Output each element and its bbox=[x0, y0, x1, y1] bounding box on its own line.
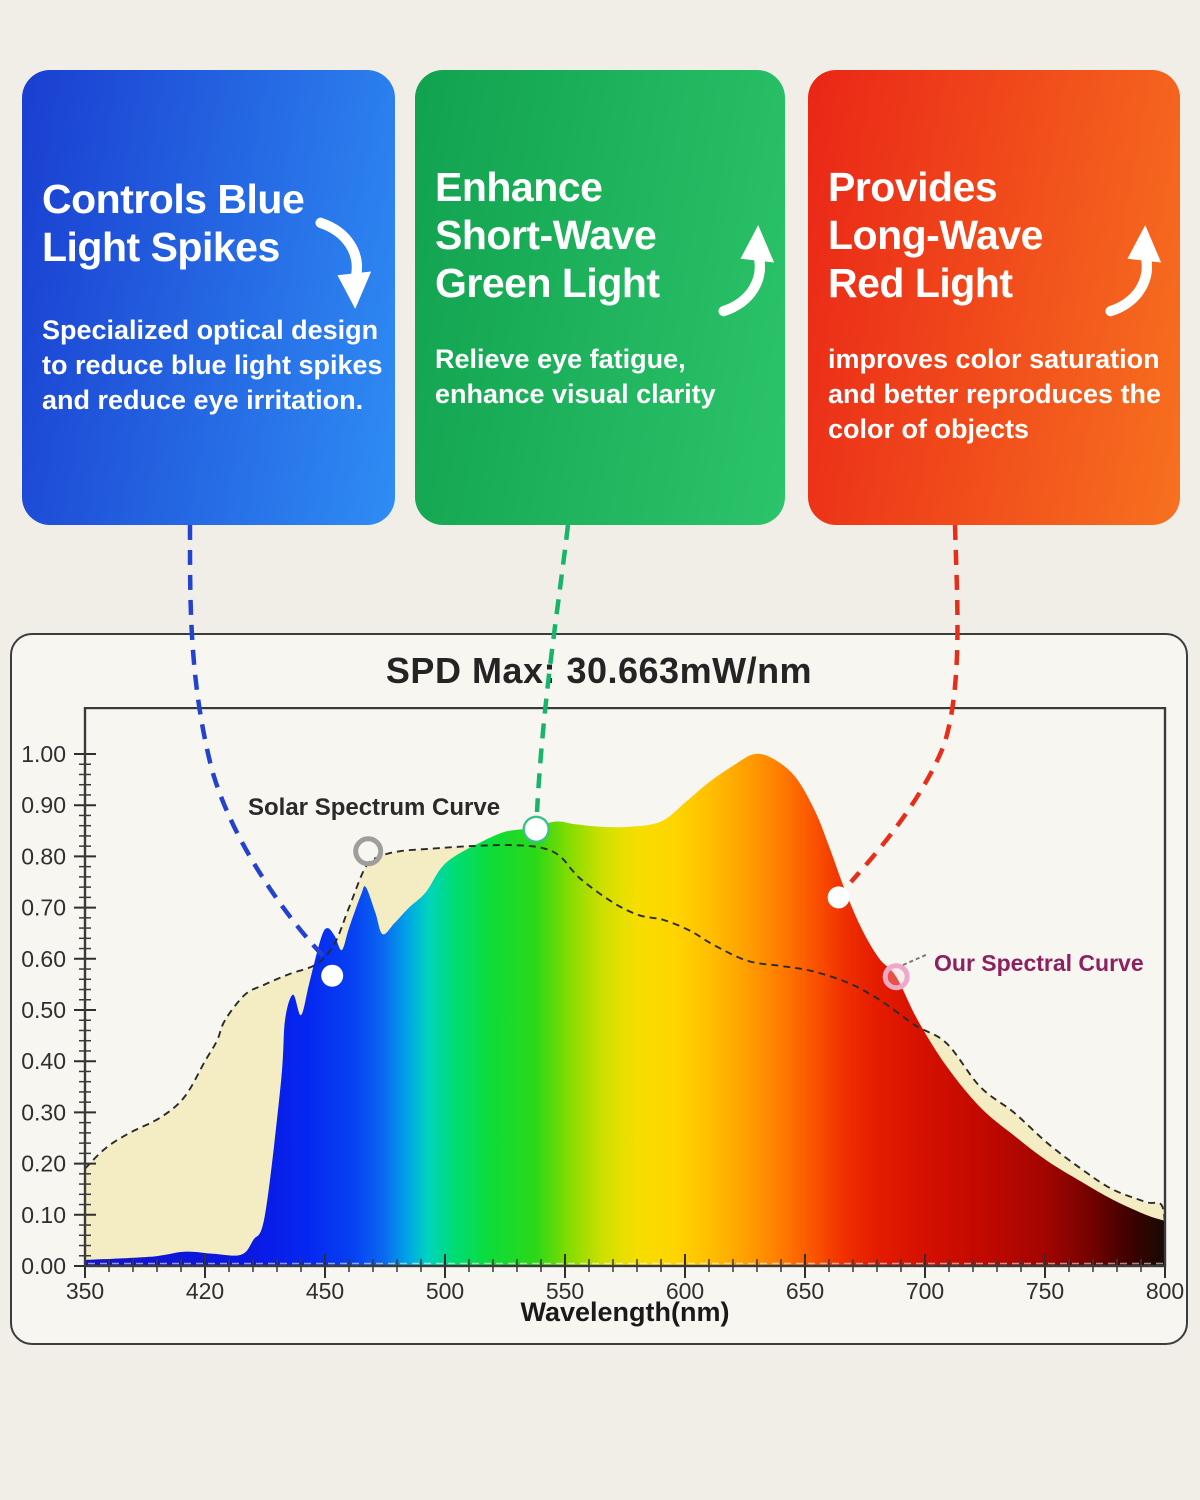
x-tick-label: 800 bbox=[1146, 1278, 1184, 1304]
card-red-title-line3: Red Light bbox=[828, 259, 1013, 306]
up-arrow-icon bbox=[718, 222, 776, 323]
ours-curve-label: Our Spectral Curve bbox=[934, 950, 1144, 976]
green-point bbox=[522, 815, 550, 844]
plot-ticks: 350 420 450 500 550 600 650 700 750 800 0.00 0.10 0.… bbox=[21, 707, 1184, 1304]
solar-spectrum-outline bbox=[84, 844, 1166, 1251]
y-tick-label: 0.70 bbox=[21, 895, 66, 921]
ours-label-connector bbox=[902, 953, 929, 966]
x-tick-label: 700 bbox=[906, 1278, 944, 1304]
y-tick-label: 0.90 bbox=[21, 792, 66, 818]
x-tick-label: 450 bbox=[306, 1278, 344, 1304]
chart-panel: SPD Max: 30.663mW/nm 350 420 450 500 550 600 6… bbox=[10, 633, 1188, 1345]
plot-fills bbox=[84, 753, 1166, 1266]
card-blue-title-line2: Light Spikes bbox=[42, 223, 280, 270]
plot-markers bbox=[321, 815, 910, 991]
up-arrow-icon bbox=[1105, 222, 1163, 323]
solar-curve-label: Solar Spectrum Curve bbox=[248, 794, 500, 821]
card-green-light: Enhance Short-Wave Green Light Relieve e… bbox=[415, 70, 785, 525]
solar-curve-ring bbox=[353, 836, 384, 867]
card-red-title-line1: Provides bbox=[828, 164, 998, 210]
y-tick-label: 0.10 bbox=[21, 1202, 66, 1228]
blue-point bbox=[321, 964, 344, 987]
x-tick-label: 550 bbox=[546, 1278, 584, 1304]
card-green-body: Relieve eye fatigue, enhance visual clar… bbox=[435, 344, 716, 410]
card-blue-title-line1: Controls Blue bbox=[42, 176, 305, 222]
y-tick-label: 0.20 bbox=[21, 1151, 66, 1177]
card-green-title-line2: Short-Wave bbox=[435, 211, 657, 258]
chart-title: SPD Max: 30.663mW/nm bbox=[385, 650, 813, 691]
card-blue-body: Specialized optical design to reduce blu… bbox=[42, 315, 383, 416]
y-tick-label: 0.60 bbox=[21, 946, 66, 972]
y-tick-label: 0.00 bbox=[21, 1253, 66, 1279]
ours-curve-ring bbox=[882, 963, 910, 991]
card-red-light: Provides Long-Wave Red Light improves co… bbox=[808, 70, 1180, 525]
card-red-body: improves color saturation and better rep… bbox=[828, 344, 1162, 445]
x-tick-label: 350 bbox=[66, 1278, 104, 1304]
y-tick-label: 0.80 bbox=[21, 843, 66, 869]
card-blue-title: Controls Blue Light Spikes bbox=[42, 176, 305, 272]
y-tick-label: 0.50 bbox=[21, 997, 66, 1023]
card-blue-light: Controls Blue Light Spikes Specialized o… bbox=[22, 70, 395, 525]
plot-border bbox=[83, 707, 1167, 1268]
card-green-title: Enhance Short-Wave Green Light bbox=[435, 164, 660, 308]
x-tick-label: 420 bbox=[186, 1278, 224, 1304]
down-arrow-icon bbox=[315, 216, 373, 317]
x-tick-label: 600 bbox=[666, 1278, 704, 1304]
x-tick-label: 750 bbox=[1026, 1278, 1064, 1304]
y-tick-label: 0.40 bbox=[21, 1048, 66, 1074]
y-tick-label: 1.00 bbox=[21, 741, 66, 767]
spd-plot: 350 420 450 500 550 600 650 700 750 800 0.00 0.10 0.… bbox=[21, 707, 1184, 1327]
y-tick-label: 0.30 bbox=[21, 1099, 66, 1125]
our-spectral-area bbox=[85, 753, 1165, 1266]
x-axis-title: Wavelength(nm) bbox=[521, 1297, 730, 1327]
red-point bbox=[827, 886, 850, 909]
x-tick-label: 650 bbox=[786, 1278, 824, 1304]
card-red-title-line2: Long-Wave bbox=[828, 211, 1043, 258]
card-green-title-line3: Green Light bbox=[435, 259, 660, 306]
x-tick-label: 500 bbox=[426, 1278, 464, 1304]
card-green-title-line1: Enhance bbox=[435, 164, 603, 210]
card-red-title: Provides Long-Wave Red Light bbox=[828, 164, 1043, 308]
